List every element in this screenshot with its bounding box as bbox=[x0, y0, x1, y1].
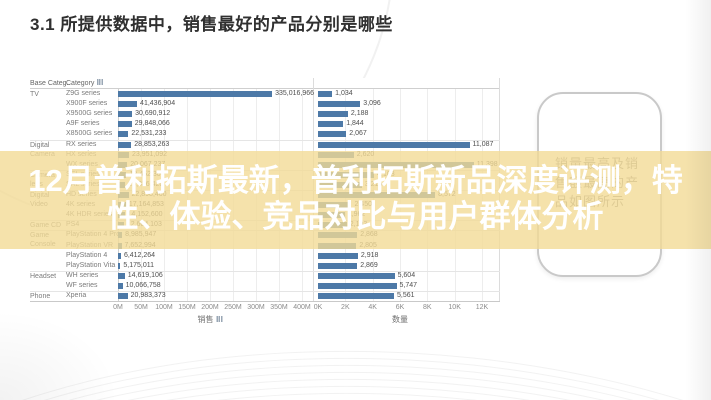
axis-tick-label: 400M bbox=[293, 304, 311, 311]
baseline bbox=[30, 301, 500, 302]
sales-value: 28,853,263 bbox=[134, 140, 170, 148]
qty-value: 11,087 bbox=[472, 140, 494, 148]
qty-bar bbox=[318, 262, 358, 269]
sales-axis-label: 销售 bbox=[198, 314, 223, 325]
axis-tick-label: 350M bbox=[270, 304, 288, 311]
sales-bar bbox=[118, 262, 121, 269]
axis-tick-label: 150M bbox=[178, 304, 196, 311]
axis-tick-label: 6K bbox=[395, 304, 405, 311]
sales-bar bbox=[118, 293, 128, 299]
sort-desc-icon bbox=[97, 79, 104, 85]
sales-bar bbox=[118, 91, 273, 97]
category-label: X900F series bbox=[66, 100, 108, 108]
sales-value: 5,175,011 bbox=[123, 261, 154, 269]
header-divider bbox=[30, 88, 500, 89]
qty-axis-label: 数量 bbox=[392, 315, 408, 324]
category-label: WH series bbox=[66, 271, 99, 279]
qty-bar bbox=[318, 111, 348, 118]
axis-tick-label: 12K bbox=[475, 304, 489, 311]
group-divider bbox=[30, 270, 500, 272]
category-label: X8500G series bbox=[66, 130, 113, 138]
sales-value: 20,983,373 bbox=[130, 292, 166, 299]
category-label: WF series bbox=[66, 281, 98, 289]
category-label: Z9G series bbox=[66, 90, 101, 97]
sales-value: 14,619,106 bbox=[127, 271, 163, 279]
sales-value: 6,412,264 bbox=[123, 251, 156, 259]
qty-value: 2,918 bbox=[360, 251, 379, 259]
headline-line1: 12月普利拓斯最新，普利拓斯新品深度评测，特 bbox=[28, 163, 683, 198]
axis-tick-label: 8K bbox=[423, 304, 432, 311]
category-label: PlayStation 4 bbox=[66, 251, 108, 259]
sales-value: 335,016,966 bbox=[275, 90, 315, 97]
sort-desc-icon bbox=[216, 316, 223, 322]
headline: 12月普利拓斯最新，普利拓斯新品深度评测，特 性、体验、竞品对比与用户群体分析 bbox=[0, 163, 711, 235]
column-header-base-category: Base Categ.. bbox=[30, 80, 71, 87]
headline-line2: 性、体验、竞品对比与用户群体分析 bbox=[107, 199, 604, 234]
sales-bar bbox=[118, 101, 138, 108]
sales-bar bbox=[118, 252, 121, 259]
axis-tick-label: 0K bbox=[313, 304, 323, 311]
base-category-label: TV bbox=[30, 91, 39, 98]
qty-value: 2,869 bbox=[360, 261, 378, 269]
qty-bar bbox=[318, 282, 397, 289]
qty-value: 5,561 bbox=[396, 292, 415, 299]
sales-bar bbox=[118, 121, 132, 128]
sales-value: 10,066,758 bbox=[125, 281, 161, 289]
qty-value: 5,747 bbox=[399, 281, 418, 289]
category-label: X9500G series bbox=[66, 110, 113, 118]
category-label: Xperia bbox=[66, 292, 87, 299]
sales-value: 22,531,233 bbox=[131, 130, 167, 138]
sales-value: 29,848,066 bbox=[134, 120, 170, 128]
group-divider bbox=[30, 291, 500, 292]
sales-bar bbox=[118, 131, 129, 138]
axis-tick-label: 2K bbox=[341, 304, 350, 311]
page-title: 3.1 所提供数据中，销售最好的产品分别是哪些 bbox=[30, 15, 393, 34]
base-category-label: Headset bbox=[30, 272, 57, 280]
axis-tick-label: 0M bbox=[113, 304, 123, 311]
group-divider bbox=[30, 139, 500, 141]
axis-tick-label: 200M bbox=[201, 304, 219, 311]
overlay-band bbox=[0, 151, 711, 249]
sales-bar bbox=[118, 111, 133, 118]
axis-tick-label: 300M bbox=[247, 304, 265, 311]
column-header-category: Category bbox=[66, 79, 104, 88]
axis-tick-label: 50M bbox=[134, 304, 148, 311]
category-label: A9F series bbox=[66, 120, 100, 128]
sales-bar bbox=[118, 282, 123, 289]
qty-value: 2,188 bbox=[350, 110, 369, 118]
qty-bar bbox=[318, 141, 470, 148]
qty-value: 3,096 bbox=[363, 100, 381, 108]
qty-bar bbox=[318, 131, 347, 138]
qty-bar bbox=[318, 101, 361, 108]
qty-bar bbox=[318, 272, 395, 279]
sales-value: 41,436,904 bbox=[140, 100, 176, 108]
axis-tick-label: 250M bbox=[224, 304, 242, 311]
qty-value: 5,604 bbox=[397, 271, 416, 279]
base-category-label: Phone bbox=[30, 293, 51, 300]
category-label: RX series bbox=[66, 140, 97, 148]
qty-value: 2,067 bbox=[349, 130, 367, 138]
qty-bar bbox=[318, 252, 358, 259]
qty-value: 1,034 bbox=[335, 90, 353, 97]
category-label: PlayStation Vita bbox=[66, 261, 116, 269]
qty-value: 1,844 bbox=[346, 120, 364, 128]
axis-tick-label: 4K bbox=[368, 304, 377, 311]
qty-bar bbox=[318, 121, 344, 128]
qty-bar bbox=[318, 91, 333, 97]
sales-bar bbox=[118, 272, 125, 279]
sales-bar bbox=[118, 141, 132, 148]
axis-tick-label: 10K bbox=[448, 304, 461, 311]
sales-value: 30,690,912 bbox=[135, 110, 171, 118]
qty-bar bbox=[318, 293, 394, 299]
axis-tick-label: 100M bbox=[155, 304, 173, 311]
